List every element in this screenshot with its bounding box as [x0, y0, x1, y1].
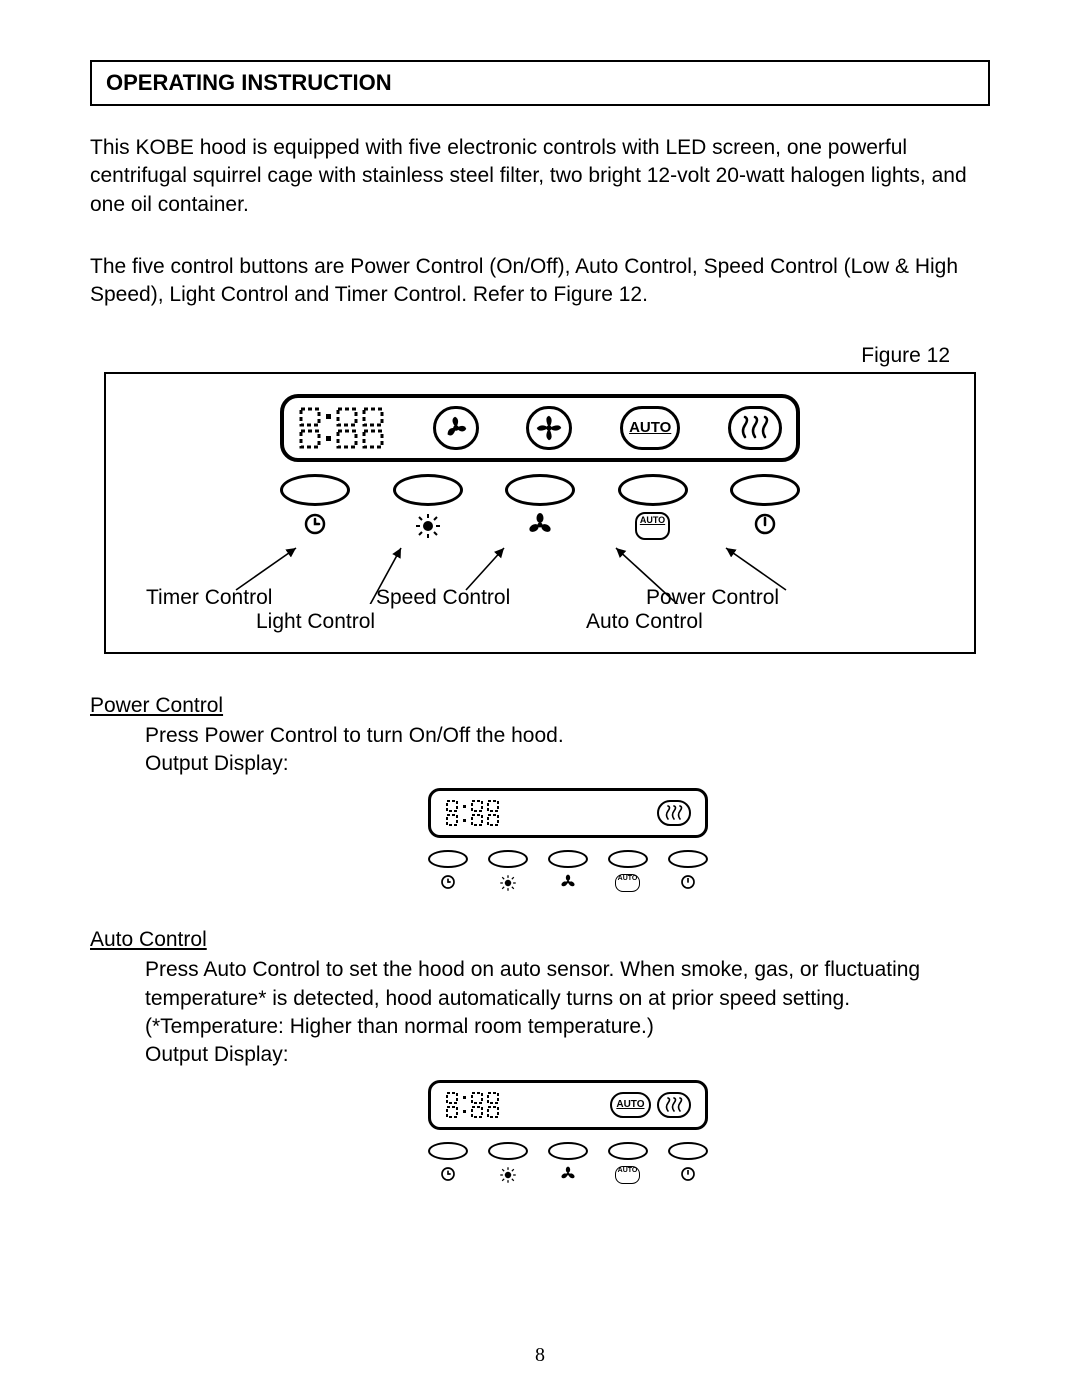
power-button[interactable] — [668, 850, 708, 868]
intro-paragraph-2: The five control buttons are Power Contr… — [90, 253, 990, 310]
light-button[interactable] — [393, 474, 463, 506]
fan-icon — [548, 1166, 588, 1184]
power-icon — [668, 874, 708, 892]
fan-low-icon — [433, 406, 479, 450]
auto-indicator: AUTO — [620, 406, 680, 450]
power-icon — [730, 512, 800, 540]
control-label-callouts: Timer Control Light Control Speed Contro… — [146, 544, 934, 634]
speed-button[interactable] — [548, 1142, 588, 1160]
auto-button[interactable] — [608, 1142, 648, 1160]
digit-icon — [335, 406, 359, 450]
speed-button[interactable] — [548, 850, 588, 868]
timer-button[interactable] — [428, 1142, 468, 1160]
digit-icon — [361, 406, 385, 450]
figure-label: Figure 12 — [90, 344, 990, 368]
light-label: Light Control — [256, 610, 375, 634]
heat-waves-icon — [657, 1092, 691, 1118]
section-title: OPERATING INSTRUCTION — [106, 70, 392, 95]
fan-high-icon — [526, 406, 572, 450]
fan-icon — [548, 874, 588, 892]
time-display-small — [445, 799, 500, 827]
intro-paragraph-1: This KOBE hood is equipped with five ele… — [90, 134, 990, 219]
power-control-body: Press Power Control to turn On/Off the h… — [90, 722, 990, 750]
page-number: 8 — [0, 1344, 1080, 1367]
sun-icon — [488, 874, 528, 892]
timer-button[interactable] — [428, 850, 468, 868]
colon-icon — [324, 406, 333, 450]
digit-icon — [298, 406, 322, 450]
auto-control-heading: Auto Control — [90, 928, 990, 952]
sun-icon — [488, 1166, 528, 1184]
figure-12-box: AUTO — [104, 372, 976, 654]
clock-icon — [280, 512, 350, 540]
manual-page: OPERATING INSTRUCTION This KOBE hood is … — [0, 0, 1080, 1397]
auto-badge-icon: AUTO — [618, 512, 688, 540]
time-display — [298, 406, 385, 450]
speed-button[interactable] — [505, 474, 575, 506]
fan-icon — [505, 512, 575, 540]
power-output-label: Output Display: — [90, 750, 990, 778]
power-button[interactable] — [730, 474, 800, 506]
timer-button[interactable] — [280, 474, 350, 506]
auto-output-label: Output Display: — [90, 1041, 990, 1069]
auto-button[interactable] — [608, 850, 648, 868]
control-panel-large: AUTO — [280, 394, 800, 462]
button-icon-row: AUTO — [280, 512, 800, 540]
power-control-heading: Power Control — [90, 694, 990, 718]
power-output-display: AUTO — [90, 788, 990, 892]
button-row — [280, 474, 800, 506]
power-icon — [668, 1166, 708, 1184]
speed-label: Speed Control — [376, 586, 510, 610]
heat-waves-icon — [657, 800, 691, 826]
timer-label: Timer Control — [146, 586, 272, 610]
heat-waves-icon — [728, 406, 782, 450]
clock-icon — [428, 874, 468, 892]
section-header-box: OPERATING INSTRUCTION — [90, 60, 990, 106]
auto-label: Auto Control — [586, 610, 703, 634]
power-button[interactable] — [668, 1142, 708, 1160]
power-label: Power Control — [646, 586, 779, 610]
auto-output-display: AUTO AUTO — [90, 1080, 990, 1184]
auto-button[interactable] — [618, 474, 688, 506]
auto-indicator-text: AUTO — [629, 419, 671, 436]
sun-icon — [393, 512, 463, 540]
auto-badge-icon: AUTO — [608, 1166, 648, 1184]
lcd-display-row: AUTO — [298, 406, 782, 450]
time-display-small — [445, 1091, 500, 1119]
light-button[interactable] — [488, 850, 528, 868]
light-button[interactable] — [488, 1142, 528, 1160]
auto-control-body: Press Auto Control to set the hood on au… — [90, 956, 990, 1041]
clock-icon — [428, 1166, 468, 1184]
auto-indicator: AUTO — [610, 1092, 650, 1118]
auto-badge-icon: AUTO — [608, 874, 648, 892]
